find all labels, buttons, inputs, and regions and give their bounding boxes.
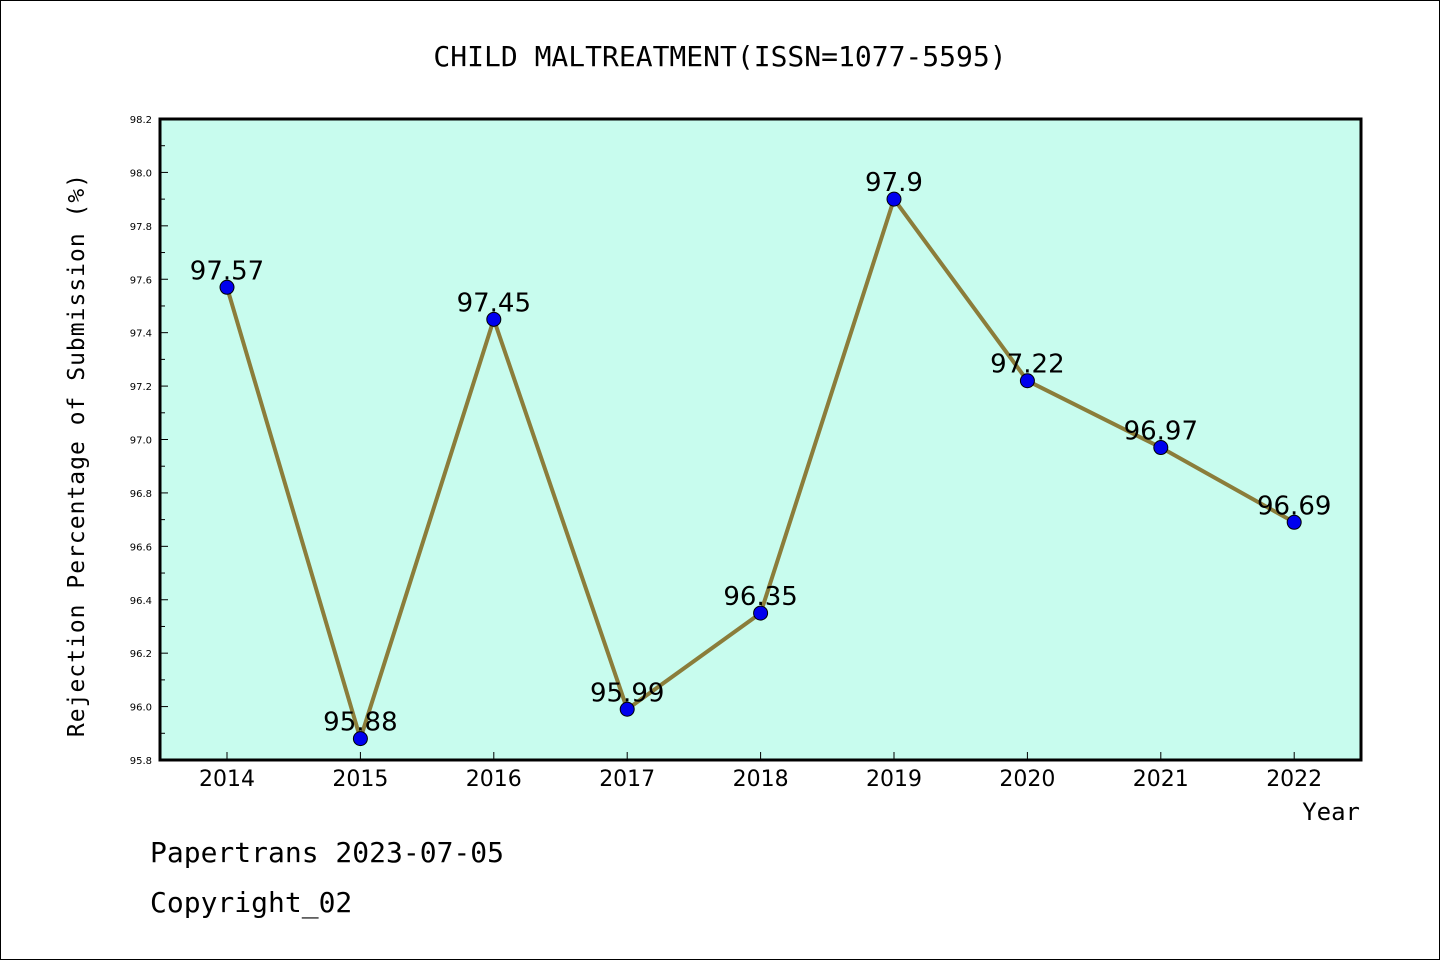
data-point <box>619 701 635 717</box>
data-point <box>1153 440 1169 456</box>
y-axis-label: Rejection Percentage of Submission (%) <box>64 173 90 737</box>
x-tick-label: 2017 <box>599 767 655 792</box>
y-tick-label: 97.8 <box>130 222 152 233</box>
data-labels: 97.57 95.88 97.45 95.99 96.35 97.9 97.22 96.97 9… <box>190 168 1332 738</box>
footer-date-line: Papertrans 2023-07-05 <box>150 836 505 869</box>
data-label: 95.88 <box>323 708 397 738</box>
x-tick-label: 2022 <box>1266 767 1322 792</box>
y-tick-label: 96.2 <box>130 649 152 660</box>
footer-copyright-line: Copyright_02 <box>150 886 353 919</box>
x-tick-label: 2021 <box>1133 767 1189 792</box>
y-tick-label: 98.0 <box>130 168 152 179</box>
data-label: 97.57 <box>190 256 264 286</box>
x-tick-label: 2016 <box>466 767 522 792</box>
y-tick-label: 96.0 <box>130 703 152 714</box>
data-point <box>486 311 502 327</box>
y-tick-label: 97.6 <box>130 275 152 286</box>
x-tick-label: 2015 <box>332 767 388 792</box>
y-tick-label: 96.6 <box>130 542 152 553</box>
y-axis: 95.8 96.0 96.2 96.4 96.6 96.8 97.0 97.2 97.4 97.6… <box>130 115 168 767</box>
data-label: 96.97 <box>1124 417 1198 447</box>
data-point <box>1286 514 1302 530</box>
x-tick-label: 2019 <box>866 767 922 792</box>
data-label: 95.99 <box>590 678 664 708</box>
x-axis: 2014 2015 2016 2017 2018 2019 2020 2021 2022 <box>199 752 1322 792</box>
y-tick-label: 98.2 <box>130 115 152 126</box>
chart-title: CHILD MALTREATMENT(ISSN=1077-5595) <box>433 40 1006 73</box>
data-point <box>352 731 368 747</box>
y-tick-label: 96.8 <box>130 489 152 500</box>
x-tick-label: 2020 <box>999 767 1055 792</box>
data-label: 96.35 <box>723 582 797 612</box>
x-tick-label: 2018 <box>733 767 789 792</box>
data-label: 97.45 <box>457 288 531 318</box>
y-tick-label: 95.8 <box>130 756 152 767</box>
data-points <box>219 191 1302 747</box>
y-tick-label: 96.4 <box>130 596 152 607</box>
data-point <box>886 191 902 207</box>
x-axis-label: Year <box>1302 798 1360 826</box>
y-tick-label: 97.2 <box>130 382 152 393</box>
data-point <box>753 605 769 621</box>
data-point <box>1019 373 1035 389</box>
y-tick-label: 97.0 <box>130 436 152 447</box>
data-point <box>219 279 235 295</box>
data-label: 97.9 <box>865 168 923 198</box>
y-tick-label: 97.4 <box>130 329 152 340</box>
x-tick-label: 2014 <box>199 767 255 792</box>
data-label: 96.69 <box>1257 491 1331 521</box>
data-label: 97.22 <box>990 350 1064 380</box>
plot-area <box>158 117 1363 762</box>
